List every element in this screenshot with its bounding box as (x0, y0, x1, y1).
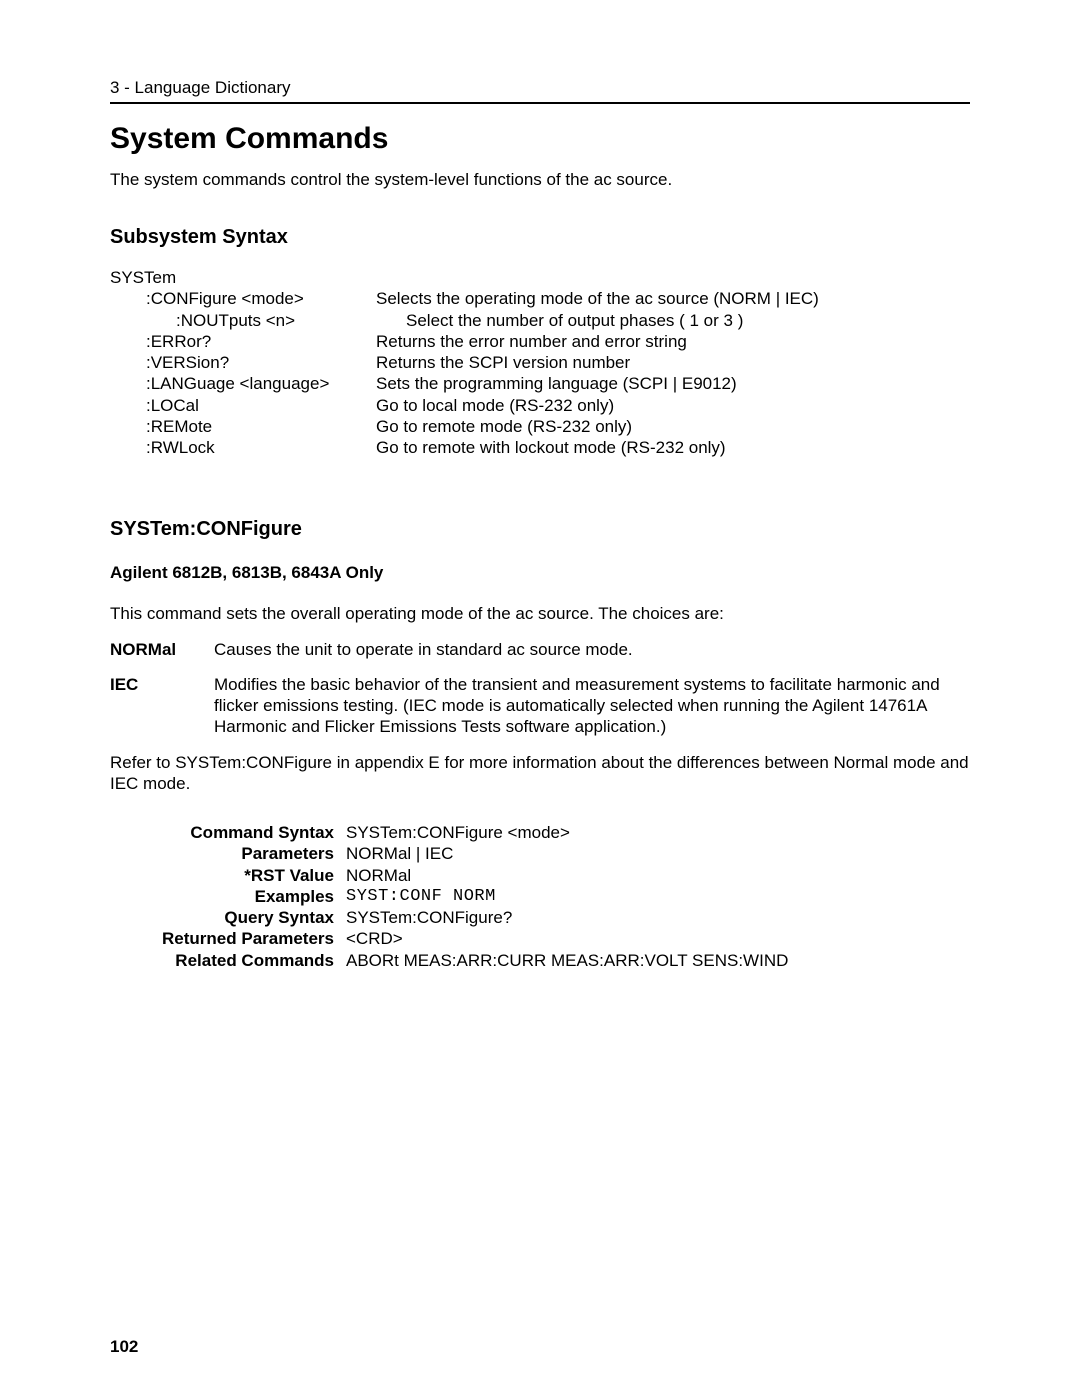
spec-row-command-syntax: Command Syntax SYSTem:CONFigure <mode> (110, 822, 970, 843)
syntax-description: Selects the operating mode of the ac sou… (376, 288, 970, 309)
spec-label: Examples (110, 886, 346, 907)
subsystem-heading: Subsystem Syntax (110, 226, 970, 249)
spec-value: <CRD> (346, 928, 970, 949)
syntax-row: :ERRor?Returns the error number and erro… (110, 331, 970, 352)
spec-value: ABORt MEAS:ARR:CURR MEAS:ARR:VOLT SENS:W… (346, 950, 970, 971)
spec-label: Related Commands (110, 950, 346, 971)
spec-block: Command Syntax SYSTem:CONFigure <mode> P… (110, 822, 970, 971)
syntax-command: :LANGuage <language> (110, 373, 376, 394)
definition-row: IECModifies the basic behavior of the tr… (110, 674, 970, 738)
syntax-root: SYSTem (110, 267, 970, 288)
syntax-description: Go to remote with lockout mode (RS-232 o… (376, 437, 970, 458)
spec-label: Returned Parameters (110, 928, 346, 949)
spec-value: NORMal | IEC (346, 843, 970, 864)
spec-value: SYSTem:CONFigure? (346, 907, 970, 928)
syntax-row: :REMoteGo to remote mode (RS-232 only) (110, 416, 970, 437)
syntax-row: :RWLockGo to remote with lockout mode (R… (110, 437, 970, 458)
syntax-command: :ERRor? (110, 331, 376, 352)
syntax-description: Select the number of output phases ( 1 o… (406, 310, 970, 331)
spec-row-rst: *RST Value NORMal (110, 865, 970, 886)
definition-description: Modifies the basic behavior of the trans… (214, 674, 970, 738)
syntax-row: :LOCalGo to local mode (RS-232 only) (110, 395, 970, 416)
spec-row-related: Related Commands ABORt MEAS:ARR:CURR MEA… (110, 950, 970, 971)
syntax-block: SYSTem :CONFigure <mode>Selects the oper… (110, 267, 970, 458)
syntax-command: :RWLock (110, 437, 376, 458)
definition-row: NORMalCauses the unit to operate in stan… (110, 639, 970, 660)
spec-label: Parameters (110, 843, 346, 864)
syntax-description: Sets the programming language (SCPI | E9… (376, 373, 970, 394)
spec-row-query: Query Syntax SYSTem:CONFigure? (110, 907, 970, 928)
syntax-command: :CONFigure <mode> (110, 288, 376, 309)
syntax-description: Go to local mode (RS-232 only) (376, 395, 970, 416)
syntax-command: :VERSion? (110, 352, 376, 373)
spec-row-parameters: Parameters NORMal | IEC (110, 843, 970, 864)
syntax-command: :LOCal (110, 395, 376, 416)
syntax-row: :LANGuage <language>Sets the programming… (110, 373, 970, 394)
command-lead: This command sets the overall operating … (110, 603, 970, 624)
spec-value: SYST:CONF NORM (346, 886, 970, 907)
spec-label: Query Syntax (110, 907, 346, 928)
definition-term: NORMal (110, 639, 214, 660)
syntax-description: Go to remote mode (RS-232 only) (376, 416, 970, 437)
spec-row-examples: Examples SYST:CONF NORM (110, 886, 970, 907)
syntax-command: :REMote (110, 416, 376, 437)
main-title: System Commands (110, 122, 970, 156)
syntax-row: :NOUTputs <n>Select the number of output… (110, 310, 970, 331)
spec-value: NORMal (346, 865, 970, 886)
syntax-row: :CONFigure <mode>Selects the operating m… (110, 288, 970, 309)
page-number: 102 (110, 1337, 138, 1357)
definition-term: IEC (110, 674, 214, 738)
command-heading: SYSTem:CONFigure (110, 518, 970, 541)
syntax-description: Returns the error number and error strin… (376, 331, 970, 352)
spec-label: *RST Value (110, 865, 346, 886)
definition-description: Causes the unit to operate in standard a… (214, 639, 970, 660)
syntax-description: Returns the SCPI version number (376, 352, 970, 373)
command-note: Refer to SYSTem:CONFigure in appendix E … (110, 752, 970, 795)
page-header: 3 - Language Dictionary (110, 78, 970, 104)
spec-label: Command Syntax (110, 822, 346, 843)
intro-text: The system commands control the system-l… (110, 170, 970, 190)
models-heading: Agilent 6812B, 6813B, 6843A Only (110, 563, 970, 583)
syntax-row: :VERSion?Returns the SCPI version number (110, 352, 970, 373)
spec-value: SYSTem:CONFigure <mode> (346, 822, 970, 843)
syntax-command: :NOUTputs <n> (110, 310, 406, 331)
spec-row-returned: Returned Parameters <CRD> (110, 928, 970, 949)
page: 3 - Language Dictionary System Commands … (0, 0, 1080, 1397)
